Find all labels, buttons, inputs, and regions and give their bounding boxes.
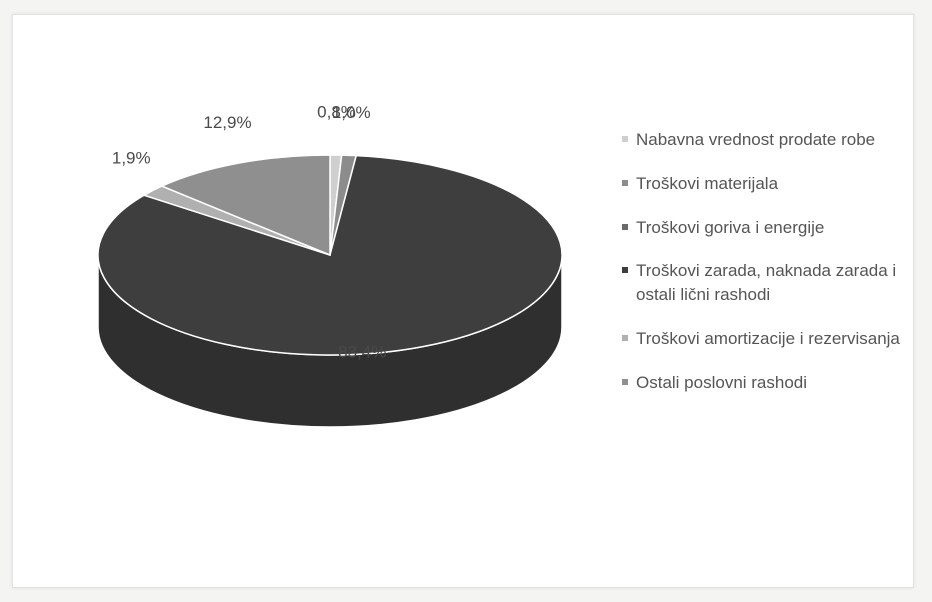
legend-marker [622, 267, 628, 274]
data-label: 83,4% [338, 342, 386, 361]
pie-slice [159, 154, 331, 257]
data-label: 1,0% [332, 103, 371, 122]
legend-marker [622, 179, 628, 186]
legend-item: Nabavna vrednost prodate robe [622, 128, 907, 152]
legend-item: Troškovi goriva i energije [622, 216, 907, 240]
legend: Nabavna vrednost prodate robe Troškovi ma… [622, 128, 907, 415]
legend-label: Nabavna vrednost prodate robe [636, 130, 876, 149]
legend-item: Troškovi zarada, naknada zarada i ostali… [622, 259, 907, 307]
legend-item: Troškovi materijala [622, 172, 907, 196]
data-label: 12,9% [203, 113, 251, 132]
legend-label: Troškovi amortizacije i rezervisanja [636, 328, 900, 348]
legend-item: Troškovi amortizacije i rezervisanja [622, 327, 907, 351]
legend-item: Ostali poslovni rashodi [622, 371, 907, 395]
legend-marker [622, 378, 628, 385]
legend-label: Ostali poslovni rashodi [636, 372, 808, 392]
legend-marker [622, 334, 628, 341]
data-label: 0,8% [317, 103, 356, 122]
legend-label: Troškovi materijala [636, 173, 779, 193]
legend-marker [622, 223, 628, 230]
data-label: 1,9% [112, 149, 151, 168]
legend-marker [622, 136, 628, 142]
legend-label: Troškovi zarada, naknada zarada i ostali… [636, 261, 897, 305]
legend-label: Troškovi goriva i energije [636, 217, 825, 237]
